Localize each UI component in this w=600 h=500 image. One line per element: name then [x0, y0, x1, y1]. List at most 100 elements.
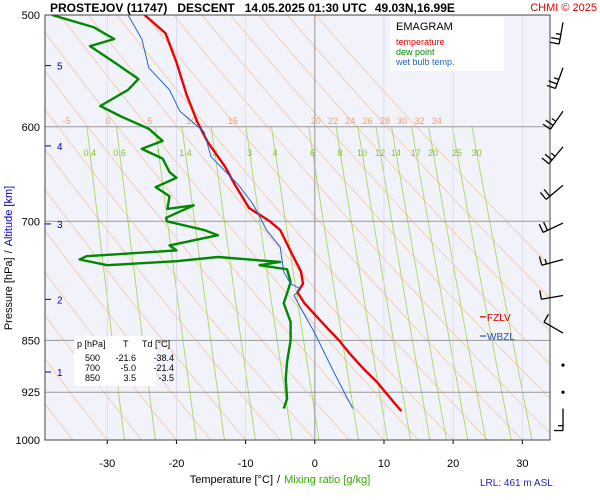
wind-barb-flag	[543, 188, 551, 197]
header-mode: DESCENT	[177, 1, 235, 15]
legend-temperature: temperature	[396, 37, 445, 47]
header-station: PROSTEJOV (11747)	[50, 1, 167, 15]
y-axis-label-altitude: Altitude [km]	[3, 186, 15, 247]
mixing-ratio-line	[116, 126, 156, 440]
mixing-ratio-label: 6	[310, 148, 315, 158]
table-cell: 500	[85, 353, 100, 363]
theta-label: 24	[345, 116, 355, 126]
mixing-ratio-label: 14	[391, 148, 401, 158]
theta-label: 26	[363, 116, 373, 126]
series-line-temperature	[143, 15, 403, 412]
table-cell: 850	[85, 373, 100, 383]
dry-adiabat	[286, 15, 550, 299]
wind-barb-shaft	[545, 184, 564, 200]
wind-barb-flag	[538, 223, 544, 233]
level-marker-label: FZLV	[487, 313, 511, 324]
wind-barb-flag	[538, 256, 543, 266]
header-coords: 49.03N,16.99E	[375, 1, 455, 15]
x-axis-label-sep: /	[277, 474, 281, 486]
y-axis-label-sep: /	[3, 249, 15, 253]
dry-adiabat	[45, 358, 108, 440]
plot-frame	[44, 14, 551, 441]
mixing-ratio-line	[357, 126, 412, 440]
theta-label: 30	[397, 116, 407, 126]
x-tick-label: -20	[168, 458, 184, 470]
dry-adiabat	[45, 70, 350, 440]
theta-label: 22	[328, 116, 338, 126]
pressure-tick-label: 925	[22, 387, 40, 399]
mixing-ratio-label: 20	[428, 148, 438, 158]
wind-barb-shaft	[549, 110, 564, 130]
mixing-ratio-line	[210, 126, 256, 440]
x-tick-label: 10	[378, 458, 390, 470]
y-axis-title: Pressure [hPa] / Altitude [km]	[3, 186, 15, 330]
mixing-ratio-label: 25	[452, 148, 462, 158]
chart-header: PROSTEJOV (11747) DESCENT 14.05.2025 01:30…	[50, 1, 455, 15]
x-axis-label-temp: Temperature [°C]	[190, 474, 273, 486]
wind-barb-half-flag	[544, 258, 548, 265]
pressure-tick-label: 500	[22, 10, 40, 22]
wind-barb-flag	[539, 192, 547, 200]
wind-barbs	[538, 22, 565, 432]
altitude-tick-label: 5	[57, 62, 63, 73]
x-tick-label: 30	[516, 458, 528, 470]
legend-dew-point: dew point	[396, 47, 435, 57]
theta-label: 20	[311, 116, 321, 126]
legend-wet-bulb: wet bulb temp.	[395, 57, 455, 67]
wind-barb-shaft	[542, 222, 564, 233]
wind-calm	[561, 363, 565, 367]
dry-adiabat	[45, 314, 143, 440]
table-cell: -5.0	[120, 363, 136, 373]
mixing-ratio-line	[391, 126, 447, 440]
altitude-tick-label: 2	[57, 295, 63, 306]
mixing-ratio-line	[411, 126, 469, 440]
legend-box	[390, 17, 504, 71]
wind-barb-shaft	[541, 258, 564, 266]
pressure-tick-label: 1000	[16, 435, 40, 447]
pressure-tick-label: 850	[22, 335, 40, 347]
table-cell: -3.5	[158, 373, 174, 383]
altitude-tick-label: 1	[57, 368, 63, 379]
table-header-td: Td [°C]	[142, 339, 170, 349]
theta-label: 5	[147, 116, 152, 126]
wind-barb-shaft	[548, 146, 564, 165]
mixing-ratio-label: 12	[375, 148, 385, 158]
table-header-p: p [hPa]	[77, 339, 106, 349]
x-axis-label-mix: Mixing ratio [g/kg]	[284, 474, 370, 486]
pressure-tick-label: 700	[22, 216, 40, 228]
mixing-ratio-line	[335, 126, 388, 440]
mixing-ratio-label: 3	[247, 148, 252, 158]
wind-barb-flag	[543, 313, 550, 323]
mixing-ratio-line	[471, 126, 533, 440]
x-tick-label: -10	[238, 458, 254, 470]
dry-adiabat	[258, 15, 550, 332]
wind-barb-flag	[548, 80, 558, 85]
series-line-dew-point	[51, 15, 292, 409]
dry-adiabat	[45, 272, 177, 440]
dry-adiabat	[144, 15, 523, 440]
lrl-label: LRL: 461 m ASL	[480, 478, 553, 489]
mixing-ratio-line	[245, 126, 293, 440]
mixing-ratio-label: 4	[273, 148, 278, 158]
background-labels: -5 0 5 10 15 20 22 24 26 28 30 32 340.4 0.6 1 1.4 2 3 4 6 8 1…	[63, 116, 482, 158]
wind-barb-flag	[541, 157, 550, 165]
table-cell: -21.4	[153, 363, 174, 373]
mixing-ratio-label: 30	[472, 148, 482, 158]
dry-adiabat	[173, 15, 550, 434]
wind-barb-shaft	[543, 321, 564, 334]
wind-barb-flag	[550, 41, 560, 45]
theta-label: 0	[106, 116, 111, 126]
y-axis-label-pressure: Pressure [hPa]	[3, 257, 15, 330]
mixing-ratio-label: 1	[156, 148, 161, 158]
wind-barb-shaft	[558, 22, 564, 45]
theta-label: -5	[63, 116, 71, 126]
x-tick-label: 0	[312, 458, 318, 470]
data-table: p [hPa] T Td [°C] 500 -21.6 -38.4 700 -5…	[74, 336, 174, 386]
theta-label: 32	[414, 116, 424, 126]
wind-barb-shaft	[541, 294, 564, 300]
table-cell: -21.6	[115, 353, 136, 363]
table-cell: -38.4	[153, 353, 174, 363]
x-axis-title: Temperature [°C] / Mixing ratio [g/kg]	[190, 474, 371, 486]
